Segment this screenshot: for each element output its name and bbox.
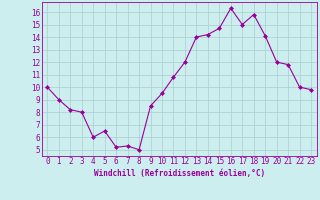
X-axis label: Windchill (Refroidissement éolien,°C): Windchill (Refroidissement éolien,°C) — [94, 169, 265, 178]
